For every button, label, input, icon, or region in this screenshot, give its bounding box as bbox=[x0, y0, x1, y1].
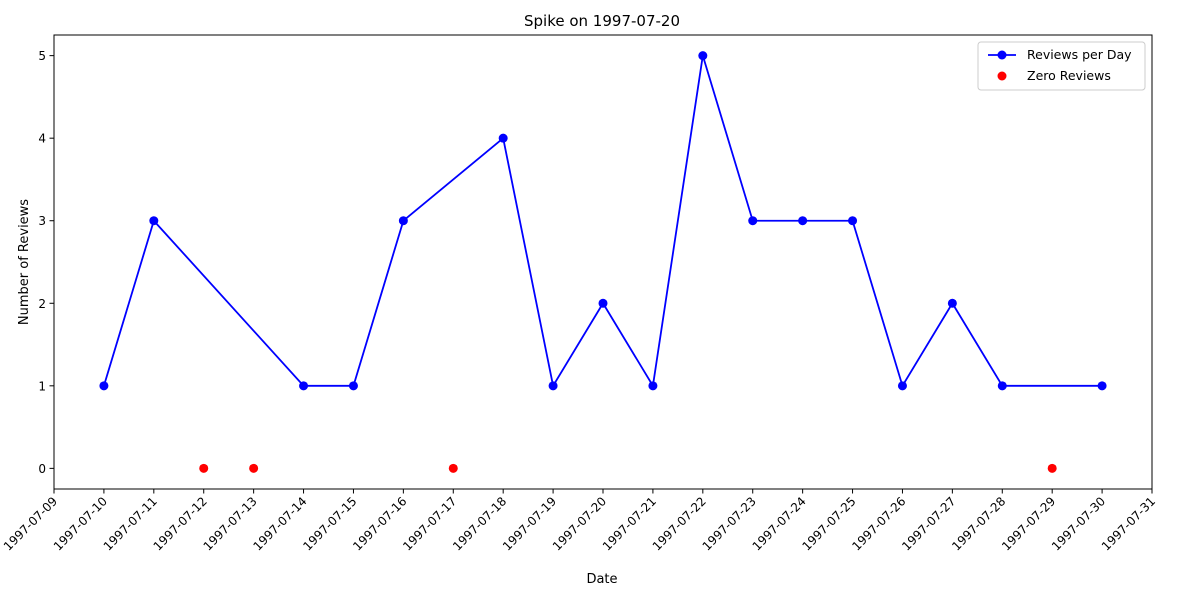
y-tick-label: 3 bbox=[38, 214, 46, 228]
data-point-reviews-per-day bbox=[348, 381, 358, 391]
data-point-reviews-per-day bbox=[149, 216, 159, 226]
data-point-zero-reviews bbox=[1047, 463, 1057, 473]
data-point-zero-reviews bbox=[448, 463, 458, 473]
series-line-reviews-per-day bbox=[103, 54, 1103, 387]
data-point-reviews-per-day bbox=[598, 298, 608, 308]
y-axis-label: Number of Reviews bbox=[17, 199, 32, 325]
chart-title: Spike on 1997-07-20 bbox=[524, 12, 680, 30]
legend-scatter-marker bbox=[997, 71, 1007, 81]
data-point-reviews-per-day bbox=[748, 216, 758, 226]
legend-box bbox=[977, 41, 1146, 91]
data-point-reviews-per-day bbox=[99, 381, 109, 391]
data-point-reviews-per-day bbox=[997, 381, 1007, 391]
y-tick-label: 5 bbox=[38, 49, 46, 63]
data-point-reviews-per-day bbox=[947, 298, 957, 308]
data-point-reviews-per-day bbox=[1097, 381, 1107, 391]
plot-frame bbox=[53, 34, 1153, 490]
y-tick-label: 4 bbox=[38, 132, 46, 146]
y-tick-label: 1 bbox=[38, 379, 46, 393]
x-axis-label: Date bbox=[586, 572, 617, 587]
data-point-reviews-per-day bbox=[848, 216, 858, 226]
x-axis: 1997-07-091997-07-101997-07-111997-07-12… bbox=[1, 489, 1158, 553]
data-point-reviews-per-day bbox=[299, 381, 309, 391]
data-point-reviews-per-day bbox=[398, 216, 408, 226]
x-tick-label: 1997-07-31 bbox=[1099, 494, 1158, 553]
data-point-zero-reviews bbox=[199, 463, 209, 473]
data-point-reviews-per-day bbox=[698, 51, 708, 61]
y-axis: 0 1 2 3 4 5 bbox=[38, 49, 54, 476]
data-point-reviews-per-day bbox=[798, 216, 808, 226]
legend-entry-zero-reviews: Zero Reviews bbox=[1027, 68, 1111, 83]
data-point-zero-reviews bbox=[249, 463, 259, 473]
legend: Reviews per Day Zero Reviews bbox=[977, 41, 1146, 91]
y-tick-label: 2 bbox=[38, 297, 46, 311]
legend-line-marker bbox=[997, 50, 1007, 60]
data-point-reviews-per-day bbox=[648, 381, 658, 391]
legend-entry-reviews-per-day: Reviews per Day bbox=[1027, 47, 1132, 62]
data-point-reviews-per-day bbox=[897, 381, 907, 391]
data-point-reviews-per-day bbox=[548, 381, 558, 391]
y-tick-label: 0 bbox=[38, 462, 46, 476]
plot-layer bbox=[99, 51, 1107, 473]
data-point-reviews-per-day bbox=[498, 133, 508, 143]
